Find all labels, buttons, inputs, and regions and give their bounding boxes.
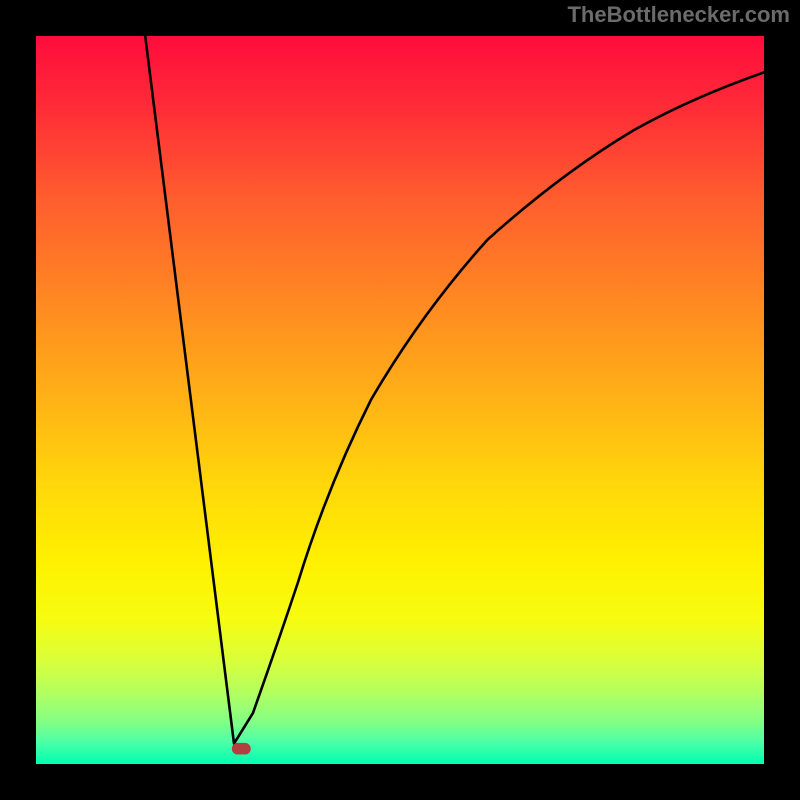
- plot-background: [36, 36, 764, 764]
- chart-canvas: TheBottlenecker.com: [0, 0, 800, 800]
- bottleneck-chart: [0, 0, 800, 800]
- optimal-point-marker: [232, 743, 251, 755]
- watermark-text: TheBottlenecker.com: [567, 2, 790, 28]
